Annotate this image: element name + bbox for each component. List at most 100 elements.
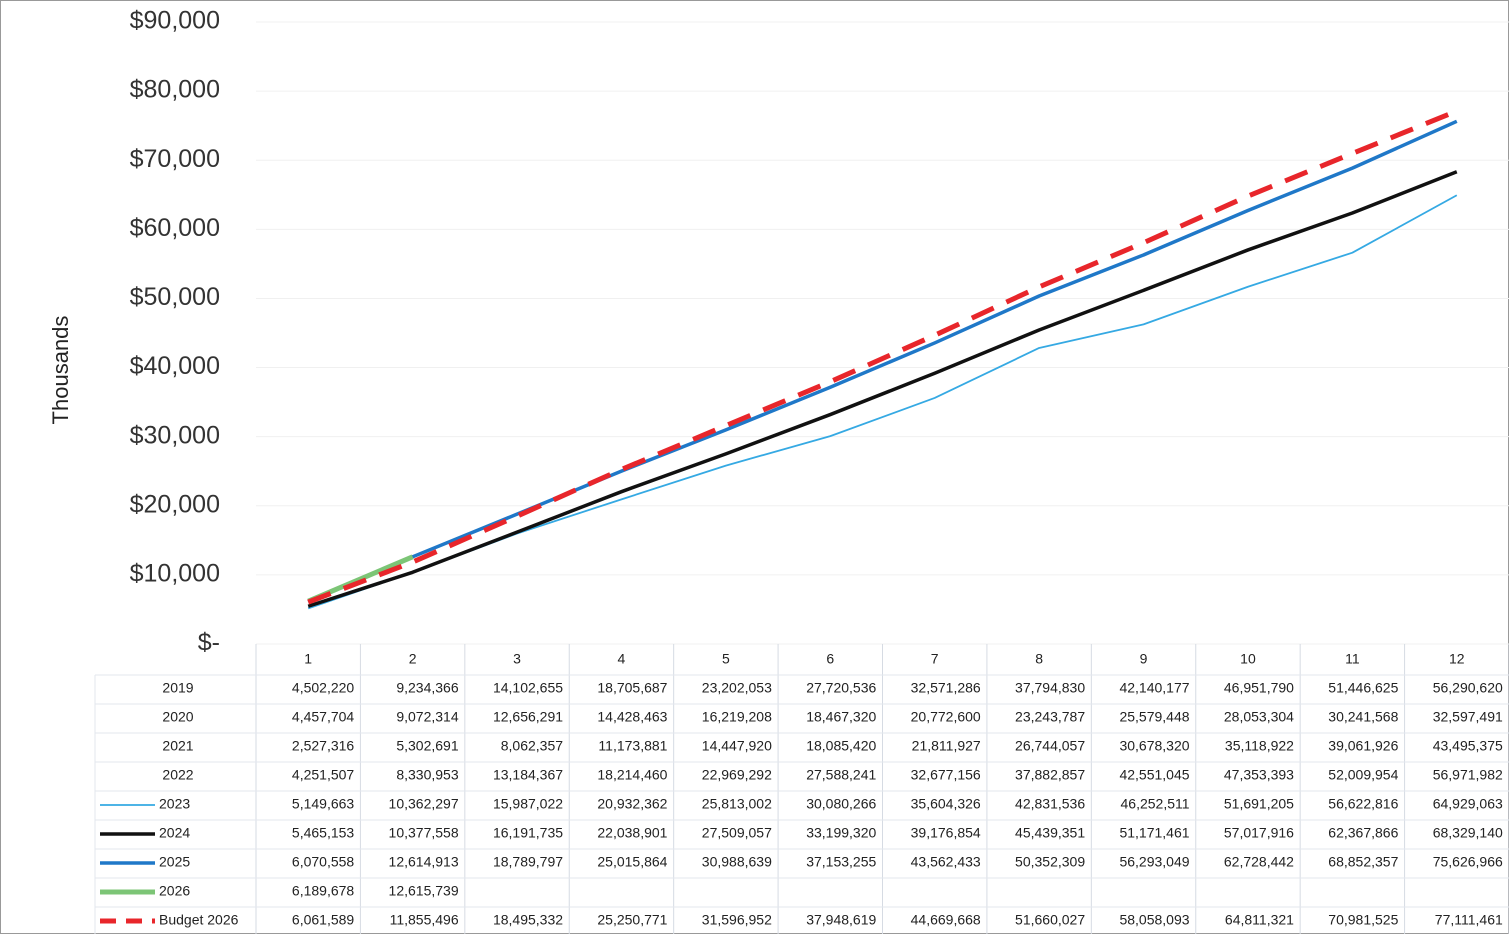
legend-label: 2024 xyxy=(159,825,190,841)
table-cell: 4,251,507 xyxy=(292,767,354,783)
table-cell: 6,061,589 xyxy=(292,912,354,928)
table-cell: 57,017,916 xyxy=(1224,825,1294,841)
table-cell: 37,882,857 xyxy=(1015,767,1085,783)
table-cell: 2,527,316 xyxy=(292,738,354,754)
row-label: 2020 xyxy=(162,709,193,725)
table-cell: 45,439,351 xyxy=(1015,825,1085,841)
row-label: 2022 xyxy=(162,767,193,783)
series-line xyxy=(307,170,1458,608)
x-tick-label: 10 xyxy=(1240,651,1256,667)
table-cell: 20,772,600 xyxy=(911,709,981,725)
y-tick-label: $70,000 xyxy=(130,145,220,173)
table-cell: 26,744,057 xyxy=(1015,738,1085,754)
table-cell: 32,571,286 xyxy=(911,680,981,696)
series-line xyxy=(307,108,1458,605)
table-cell: 6,070,558 xyxy=(292,854,354,870)
table-cell: 30,678,320 xyxy=(1119,738,1189,754)
table-cell: 64,811,321 xyxy=(1225,912,1294,928)
table-cell: 56,971,982 xyxy=(1433,767,1503,783)
legend-label: 2025 xyxy=(159,854,190,870)
x-tick-label: 6 xyxy=(826,651,834,667)
table-cell: 39,176,854 xyxy=(911,825,981,841)
table-cell: 77,111,461 xyxy=(1435,912,1503,928)
table-cell: 14,428,463 xyxy=(597,709,667,725)
table-cell: 10,362,297 xyxy=(389,796,459,812)
table-cell: 23,243,787 xyxy=(1015,709,1085,725)
table-cell: 68,852,357 xyxy=(1328,854,1398,870)
table-cell: 51,171,461 xyxy=(1119,825,1189,841)
table-cell: 25,015,864 xyxy=(597,854,667,870)
x-tick-label: 5 xyxy=(722,651,730,667)
table-cell: 62,367,866 xyxy=(1328,825,1398,841)
table-cell: 37,948,619 xyxy=(806,912,876,928)
table-cell: 9,234,366 xyxy=(396,680,458,696)
table-cell: 5,465,153 xyxy=(292,825,354,841)
table-cell: 18,705,687 xyxy=(597,680,667,696)
table-cell: 25,579,448 xyxy=(1119,709,1189,725)
x-tick-label: 9 xyxy=(1140,651,1148,667)
table-cell: 11,855,496 xyxy=(390,912,459,928)
table-cell: 32,597,491 xyxy=(1433,709,1503,725)
x-tick-label: 4 xyxy=(618,651,626,667)
row-label: 2021 xyxy=(162,738,193,754)
x-tick-label: 7 xyxy=(931,651,939,667)
table-cell: 5,302,691 xyxy=(396,738,458,754)
y-tick-label: $60,000 xyxy=(130,214,220,242)
y-tick-label: $50,000 xyxy=(130,283,220,311)
table-cell: 14,102,655 xyxy=(493,680,563,696)
table-cell: 30,988,639 xyxy=(702,854,772,870)
table-cell: 18,085,420 xyxy=(806,738,876,754)
table-cell: 18,495,332 xyxy=(493,912,563,928)
table-cell: 64,929,063 xyxy=(1433,796,1503,812)
table-cell: 44,669,668 xyxy=(911,912,981,928)
table-cell: 46,252,511 xyxy=(1121,796,1190,812)
table-cell: 30,241,568 xyxy=(1328,709,1398,725)
table-cell: 22,038,901 xyxy=(597,825,667,841)
legend-label: 2026 xyxy=(159,883,190,899)
table-cell: 35,604,326 xyxy=(911,796,981,812)
table-cell: 12,615,739 xyxy=(389,883,459,899)
y-axis-label: Thousands xyxy=(48,316,73,425)
table-cell: 33,199,320 xyxy=(806,825,876,841)
table-cell: 31,596,952 xyxy=(702,912,772,928)
table-cell: 51,446,625 xyxy=(1328,680,1398,696)
table-cell: 9,072,314 xyxy=(396,709,458,725)
table-cell: 4,457,704 xyxy=(292,709,354,725)
table-cell: 11,173,881 xyxy=(598,738,667,754)
table-cell: 13,184,367 xyxy=(493,767,563,783)
table-cell: 27,588,241 xyxy=(806,767,876,783)
legend-label: 2023 xyxy=(159,796,190,812)
table-cell: 28,053,304 xyxy=(1224,709,1294,725)
table-cell: 4,502,220 xyxy=(292,680,354,696)
table-cell: 50,352,309 xyxy=(1015,854,1085,870)
table-cell: 16,219,208 xyxy=(702,709,772,725)
table-cell: 23,202,053 xyxy=(702,680,772,696)
table-cell: 21,811,927 xyxy=(912,738,981,754)
table-cell: 30,080,266 xyxy=(806,796,876,812)
table-cell: 16,191,735 xyxy=(493,825,563,841)
table-cell: 56,622,816 xyxy=(1328,796,1398,812)
y-tick-label: $40,000 xyxy=(130,352,220,380)
x-tick-label: 8 xyxy=(1035,651,1043,667)
legend-label: Budget 2026 xyxy=(159,912,239,928)
table-cell: 12,656,291 xyxy=(493,709,563,725)
row-label: 2019 xyxy=(162,680,193,696)
table-cell: 51,660,027 xyxy=(1015,912,1085,928)
x-tick-label: 12 xyxy=(1449,651,1465,667)
table-cell: 42,551,045 xyxy=(1119,767,1189,783)
table-cell: 18,789,797 xyxy=(493,854,563,870)
y-tick-label: $90,000 xyxy=(130,7,220,35)
table-cell: 15,987,022 xyxy=(493,796,563,812)
table-cell: 51,691,205 xyxy=(1224,796,1294,812)
table-cell: 47,353,393 xyxy=(1224,767,1294,783)
table-cell: 42,831,536 xyxy=(1015,796,1085,812)
x-tick-label: 2 xyxy=(409,651,417,667)
table-cell: 58,058,093 xyxy=(1119,912,1189,928)
table-cell: 8,062,357 xyxy=(501,738,563,754)
table-cell: 43,562,433 xyxy=(911,854,981,870)
table-cell: 42,140,177 xyxy=(1119,680,1189,696)
y-tick-label: $30,000 xyxy=(130,421,220,449)
x-tick-label: 1 xyxy=(304,651,312,667)
x-tick-label: 3 xyxy=(513,651,521,667)
